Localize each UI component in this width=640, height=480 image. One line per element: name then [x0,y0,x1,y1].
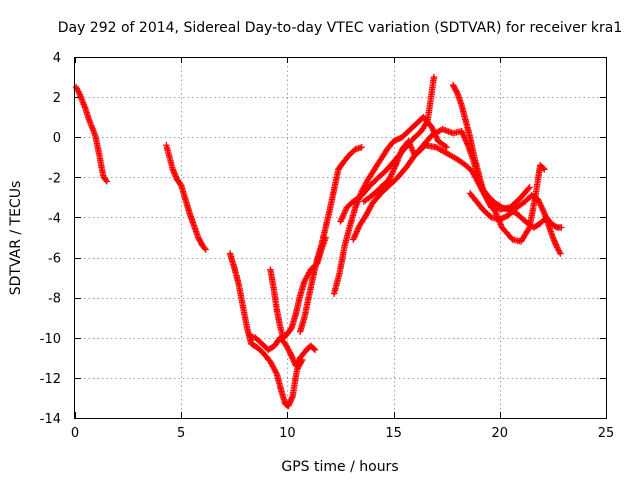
series-arc1 [72,83,111,185]
y-tick-label: -4 [48,211,61,226]
data-point [310,345,318,353]
data-point [499,214,506,222]
data-point [442,143,449,150]
y-tick-label: -12 [40,372,61,387]
data-point [525,225,532,233]
data-point [311,346,319,354]
data-point [391,137,399,144]
data-point [423,119,430,126]
x-tick-label: 5 [177,426,185,441]
series-arc3 [226,250,306,410]
data-point [394,136,402,143]
data-point [201,244,208,252]
data-point [526,184,533,191]
data-point [202,246,209,253]
data-point [558,224,565,231]
x-tick-label: 10 [279,426,296,441]
data-point [541,166,548,173]
data-point [498,215,505,222]
axis-ticks: 0 5 10 15 20 25 -14 -12 -10 -8 -6 -4 -2 0 2 4 [40,51,615,441]
y-tick-label: 2 [53,91,61,106]
data-point [103,178,111,185]
data-point [500,214,508,221]
y-tick-label: -2 [48,171,61,186]
data-points [72,73,565,410]
data-point [505,206,512,213]
y-tick-label: 4 [53,51,61,66]
data-point [390,138,397,145]
data-point [102,176,109,184]
data-point [393,136,400,144]
series-arc2 [163,142,209,253]
data-point [497,203,504,210]
data-point [453,88,460,95]
y-tick-label: -8 [48,292,61,307]
plot-frame [74,57,607,419]
x-tick-label: 0 [71,426,79,441]
data-point [286,349,294,356]
x-axis-label: GPS time / hours [281,459,398,475]
data-point [430,73,438,81]
y-tick-label: -6 [48,252,61,267]
data-point [396,135,403,142]
data-point [496,216,503,223]
data-point [443,144,450,151]
y-axis-label: SDTVAR / TECUs [8,181,24,296]
data-point [525,185,532,192]
series-arc4 [245,332,319,370]
x-tick-label: 20 [492,426,509,441]
chart-title: Day 292 of 2014, Sidereal Day-to-day VTE… [58,20,623,36]
series-arc10 [360,138,533,213]
data-point [358,144,365,151]
data-point [502,213,509,220]
data-point [540,165,547,172]
x-tick-label: 25 [598,426,615,441]
x-tick-label: 15 [385,426,402,441]
series-arc12 [466,190,564,257]
series-arc11 [449,81,565,231]
data-point [557,250,564,257]
y-tick-label: -14 [40,412,61,427]
y-tick-label: -10 [40,332,61,347]
y-tick-label: 0 [53,131,61,146]
series-arc6 [296,144,365,335]
